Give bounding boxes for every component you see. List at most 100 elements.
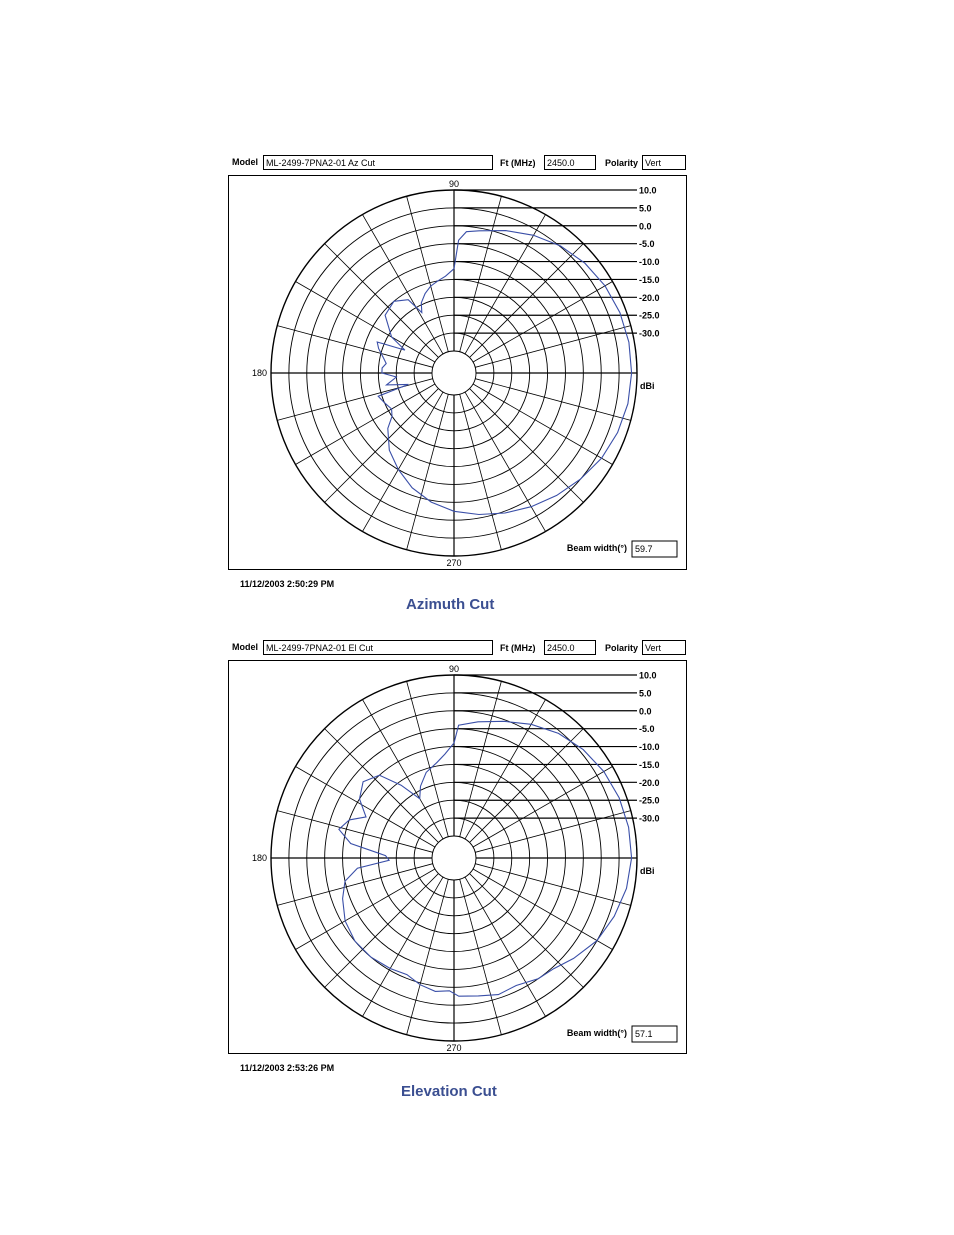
freq-label: Ft (MHz) — [500, 158, 536, 168]
radial-tick-label: -5.0 — [639, 724, 655, 734]
model-label: Model — [232, 157, 258, 167]
grid-spoke — [362, 214, 444, 355]
radial-tick-label: 5.0 — [639, 203, 652, 213]
azimuth-polar-chart: 10.0 5.0 0.0 -5.0 -10.0 -15.0 -20.0 -25.0 -30.0 d… — [252, 179, 678, 568]
radial-tick-label: -20.0 — [639, 778, 660, 788]
polarity-label: Polarity — [605, 643, 639, 653]
beamwidth-label: Beam width(°) — [567, 543, 627, 553]
grid-spoke — [324, 873, 439, 988]
radial-tick-label: -5.0 — [639, 239, 655, 249]
grid-spoke — [324, 728, 439, 843]
azimuth-timestamp: 11/12/2003 2:50:29 PM — [240, 579, 335, 589]
grid-spoke — [464, 699, 546, 840]
radial-tick-label: -25.0 — [639, 796, 660, 806]
polarity-label: Polarity — [605, 158, 639, 168]
grid-spoke — [464, 214, 546, 355]
azimuth-caption: Azimuth Cut — [406, 596, 495, 613]
elevation-polar-chart: 10.0 5.0 0.0 -5.0 -10.0 -15.0 -20.0 -25.0 -30.0 d… — [252, 664, 678, 1053]
radial-tick-label: -15.0 — [639, 275, 660, 285]
grid-ring — [431, 350, 477, 396]
grid-spoke — [324, 243, 439, 358]
model-field: ML-2499-7PNA2-01 Az Cut — [263, 155, 493, 170]
grid-spoke — [472, 281, 613, 363]
grid-spoke — [469, 243, 584, 358]
model-field: ML-2499-7PNA2-01 El Cut — [263, 640, 493, 655]
grid-spoke — [362, 876, 444, 1017]
polarity-field: Vert — [642, 640, 686, 655]
grid-spoke — [459, 394, 502, 550]
model-label: Model — [232, 642, 258, 652]
radial-tick-label: 0.0 — [639, 221, 652, 231]
plot-header: Model ML-2499-7PNA2-01 Az Cut Ft (MHz) 2… — [228, 155, 688, 175]
beamwidth-field — [631, 540, 678, 558]
angle-label-270: 270 — [446, 1043, 461, 1053]
grid-spoke — [362, 699, 444, 840]
grid-spoke — [459, 681, 502, 837]
radial-tick-labels: 10.0 5.0 0.0 -5.0 -10.0 -15.0 -20.0 -25.0 -30.0 d… — [454, 671, 660, 876]
grid-spoke — [295, 281, 436, 363]
elevation-timestamp: 11/12/2003 2:53:26 PM — [240, 1063, 335, 1073]
radial-unit-label: dBi — [640, 866, 655, 876]
plot-frame: 10.0 5.0 0.0 -5.0 -10.0 -15.0 -20.0 -25.0 -30.0 d… — [228, 660, 687, 1054]
elevation-caption: Elevation Cut — [401, 1083, 497, 1100]
beamwidth-value: 59.7 — [635, 544, 653, 554]
grid-spoke — [475, 863, 631, 906]
angle-label-270: 270 — [446, 558, 461, 568]
grid-spoke — [295, 383, 436, 465]
grid-spoke — [406, 879, 449, 1035]
grid-spoke — [277, 325, 433, 368]
plot-frame: 10.0 5.0 0.0 -5.0 -10.0 -15.0 -20.0 -25.0 -30.0 d… — [228, 175, 687, 570]
grid-ring — [431, 835, 477, 881]
plot-header: Model ML-2499-7PNA2-01 El Cut Ft (MHz) 2… — [228, 640, 688, 660]
grid-spoke — [295, 766, 436, 848]
grid-spoke — [464, 876, 546, 1017]
angle-label-180: 180 — [252, 368, 267, 378]
polar-grid — [270, 674, 638, 1042]
elevation-panel: Model ML-2499-7PNA2-01 El Cut Ft (MHz) 2… — [228, 640, 688, 1054]
radial-tick-label: -30.0 — [639, 814, 660, 824]
radial-tick-label: -25.0 — [639, 311, 660, 321]
grid-spoke — [472, 383, 613, 465]
grid-spoke — [464, 391, 546, 532]
beamwidth-field — [631, 1025, 678, 1043]
radial-tick-label: 10.0 — [639, 671, 657, 681]
angle-label-180: 180 — [252, 853, 267, 863]
freq-field: 2450.0 — [544, 640, 596, 655]
beamwidth-label: Beam width(°) — [567, 1028, 627, 1038]
grid-spoke — [459, 196, 502, 352]
freq-label: Ft (MHz) — [500, 643, 536, 653]
radial-unit-label: dBi — [640, 381, 655, 391]
grid-spoke — [406, 681, 449, 837]
grid-spoke — [475, 810, 631, 853]
grid-spoke — [475, 325, 631, 368]
grid-spoke — [406, 394, 449, 550]
grid-spoke — [324, 388, 439, 503]
grid-spoke — [459, 879, 502, 1035]
grid-spoke — [469, 873, 584, 988]
pattern-line — [376, 230, 633, 516]
grid-spoke — [295, 868, 436, 950]
grid-spoke — [469, 388, 584, 503]
radial-tick-labels: 10.0 5.0 0.0 -5.0 -10.0 -15.0 -20.0 -25.0 -30.0 d… — [454, 186, 660, 391]
grid-spoke — [406, 196, 449, 352]
angle-label-90: 90 — [449, 664, 459, 674]
radial-tick-label: 0.0 — [639, 706, 652, 716]
radial-tick-label: -30.0 — [639, 329, 660, 339]
grid-spoke — [277, 810, 433, 853]
grid-spoke — [277, 863, 433, 906]
azimuth-panel: Model ML-2499-7PNA2-01 Az Cut Ft (MHz) 2… — [228, 155, 688, 570]
beamwidth-value: 57.1 — [635, 1029, 653, 1039]
polar-grid — [270, 189, 638, 557]
radial-tick-label: 5.0 — [639, 688, 652, 698]
radial-tick-label: -15.0 — [639, 760, 660, 770]
radial-tick-label: -10.0 — [639, 742, 660, 752]
pattern-line — [338, 720, 633, 997]
radial-tick-label: 10.0 — [639, 186, 657, 196]
freq-field: 2450.0 — [544, 155, 596, 170]
radial-tick-label: -10.0 — [639, 257, 660, 267]
grid-spoke — [472, 766, 613, 848]
radial-tick-label: -20.0 — [639, 293, 660, 303]
grid-spoke — [469, 728, 584, 843]
polarity-field: Vert — [642, 155, 686, 170]
angle-label-90: 90 — [449, 179, 459, 189]
